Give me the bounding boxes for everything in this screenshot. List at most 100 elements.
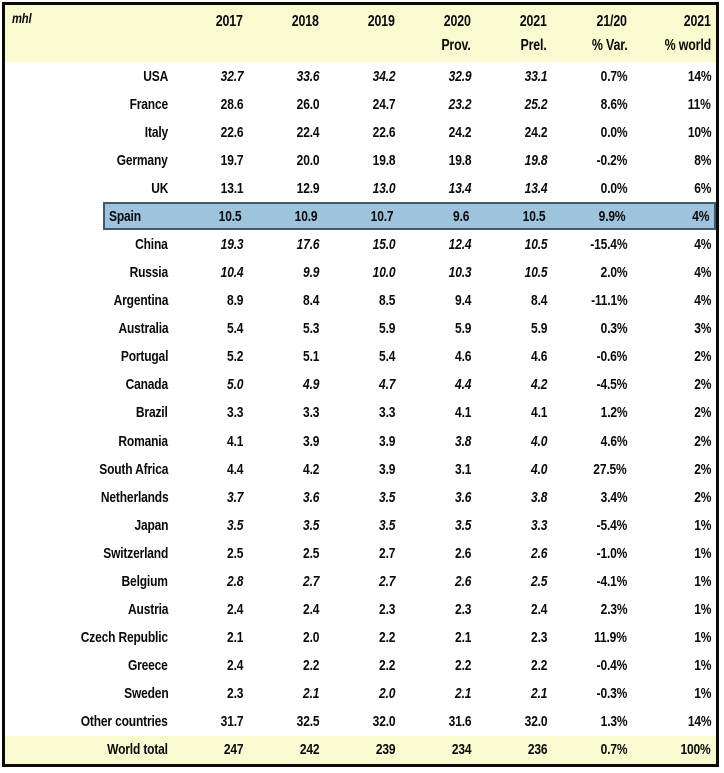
world-share-text: 4% [693,264,711,282]
value-text: 3.5 [378,516,395,534]
value-text: 4.7 [378,376,395,394]
variation-text: 0.0% [600,123,627,141]
variation-cell: 3.4% [555,489,635,506]
header-sub-label: % world [664,37,712,54]
table-row: Germany 19.7 20.0 19.8 19.8 19.8 -0.2% 8% [5,146,716,175]
value-text: 4.2 [302,460,319,478]
header-year-label: 2018 [292,13,319,30]
variation-text: -5.4% [596,516,627,534]
value-cell: 2.5 [251,545,327,562]
value-cell: 2.7 [327,545,403,562]
highlight-spacer [5,202,103,231]
world-share-text: 14% [687,713,711,731]
header-sub-label: Prel. [520,37,547,54]
world-share-text: 2% [693,404,711,422]
value-cell: 3.6 [403,489,479,506]
value-cell: 3.5 [175,517,251,534]
value-text: 4.4 [454,376,471,394]
value-text: 3.6 [454,488,471,506]
value-text: 2.3 [378,601,395,619]
world-share-cell: 1% [635,573,716,590]
value-text: 8.4 [530,292,547,310]
table-row: World total 247 242 239 234 236 0.7% 100% [5,735,716,764]
value-text: 10.5 [218,207,241,225]
country-cell: Netherlands [5,489,175,506]
world-share-text: 1% [693,516,711,534]
value-text: 9.4 [454,292,471,310]
value-text: 24.2 [448,123,471,141]
value-text: 2.4 [226,657,243,675]
variation-text: -1.0% [596,544,627,562]
table-row: Australia 5.4 5.3 5.9 5.9 5.9 0.3% 3% [5,314,716,343]
country-cell: Belgium [5,573,175,590]
value-text: 3.5 [454,516,471,534]
value-text: 4.9 [302,376,319,394]
value-cell: 2.7 [251,573,327,590]
value-cell: 10.4 [175,264,251,281]
country-text: Other countries [81,713,168,731]
value-cell: 3.8 [479,489,555,506]
variation-text: 1.2% [600,404,627,422]
variation-text: 0.3% [600,320,627,338]
value-cell: 3.5 [327,489,403,506]
value-cell: 33.1 [479,68,555,85]
value-text: 10.5 [524,236,547,253]
value-text: 5.3 [302,320,319,338]
world-share-cell: 14% [635,713,716,730]
value-text: 3.5 [302,516,319,534]
value-text: 2.7 [302,572,319,590]
variation-text: 2.0% [600,264,627,282]
header-year-label: 2019 [368,13,395,30]
value-cell: 5.2 [175,348,251,365]
value-cell: 2.4 [175,657,251,674]
world-share-text: 4% [693,292,711,310]
world-share-cell: 2% [635,404,716,421]
value-text: 2.1 [530,685,547,703]
value-text: 3.3 [302,404,319,422]
country-text: World total [107,741,168,759]
header-col: 21/20 % Var. [555,5,635,62]
variation-cell: 1.3% [555,713,635,730]
table-row: Sweden 2.3 2.1 2.0 2.1 2.1 -0.3% 1% [5,679,716,708]
table-row: Portugal 5.2 5.1 5.4 4.6 4.6 -0.6% 2% [5,342,716,371]
value-cell: 2.4 [175,601,251,618]
header-sub-label: % Var. [591,37,627,54]
value-cell: 5.3 [251,320,327,337]
value-text: 5.1 [302,348,319,366]
value-text: 2.5 [302,544,319,562]
world-share-cell: 10% [635,124,716,141]
header-sub-label: Prov. [441,37,471,54]
value-text: 10.0 [372,264,395,282]
value-cell: 22.6 [175,124,251,141]
value-text: 2.6 [454,544,471,562]
value-cell: 10.9 [249,208,325,225]
unit-label: mhl [12,10,32,26]
world-share-text: 2% [693,460,711,478]
variation-text: 2.3% [600,601,627,619]
value-text: 33.1 [524,67,547,85]
value-cell: 2.8 [175,573,251,590]
world-share-cell: 1% [635,601,716,618]
variation-cell: 0.7% [555,741,635,758]
variation-text: -4.1% [596,572,627,590]
value-text: 8.5 [378,292,395,310]
variation-cell: -11.1% [555,292,635,309]
variation-text: 11.9% [594,629,627,647]
country-text: Portugal [120,348,169,366]
variation-cell: 1.2% [555,404,635,421]
value-text: 10.5 [522,207,545,225]
variation-text: 8.6% [600,95,627,113]
country-text: Spain [109,207,141,225]
value-text: 10.3 [448,264,471,282]
value-cell: 13.0 [327,180,403,197]
table-row: Czech Republic 2.1 2.0 2.2 2.1 2.3 11.9% 1% [5,623,716,652]
value-text: 5.9 [530,320,547,338]
value-text: 2.3 [226,685,243,703]
value-cell: 4.1 [175,433,251,450]
table-row: Romania 4.1 3.9 3.9 3.8 4.0 4.6% 2% [5,427,716,456]
value-text: 24.2 [524,123,547,141]
world-share-text: 6% [693,179,711,197]
value-cell: 3.9 [327,461,403,478]
header-year-label: 2021 [520,13,547,30]
value-cell: 236 [479,741,555,758]
